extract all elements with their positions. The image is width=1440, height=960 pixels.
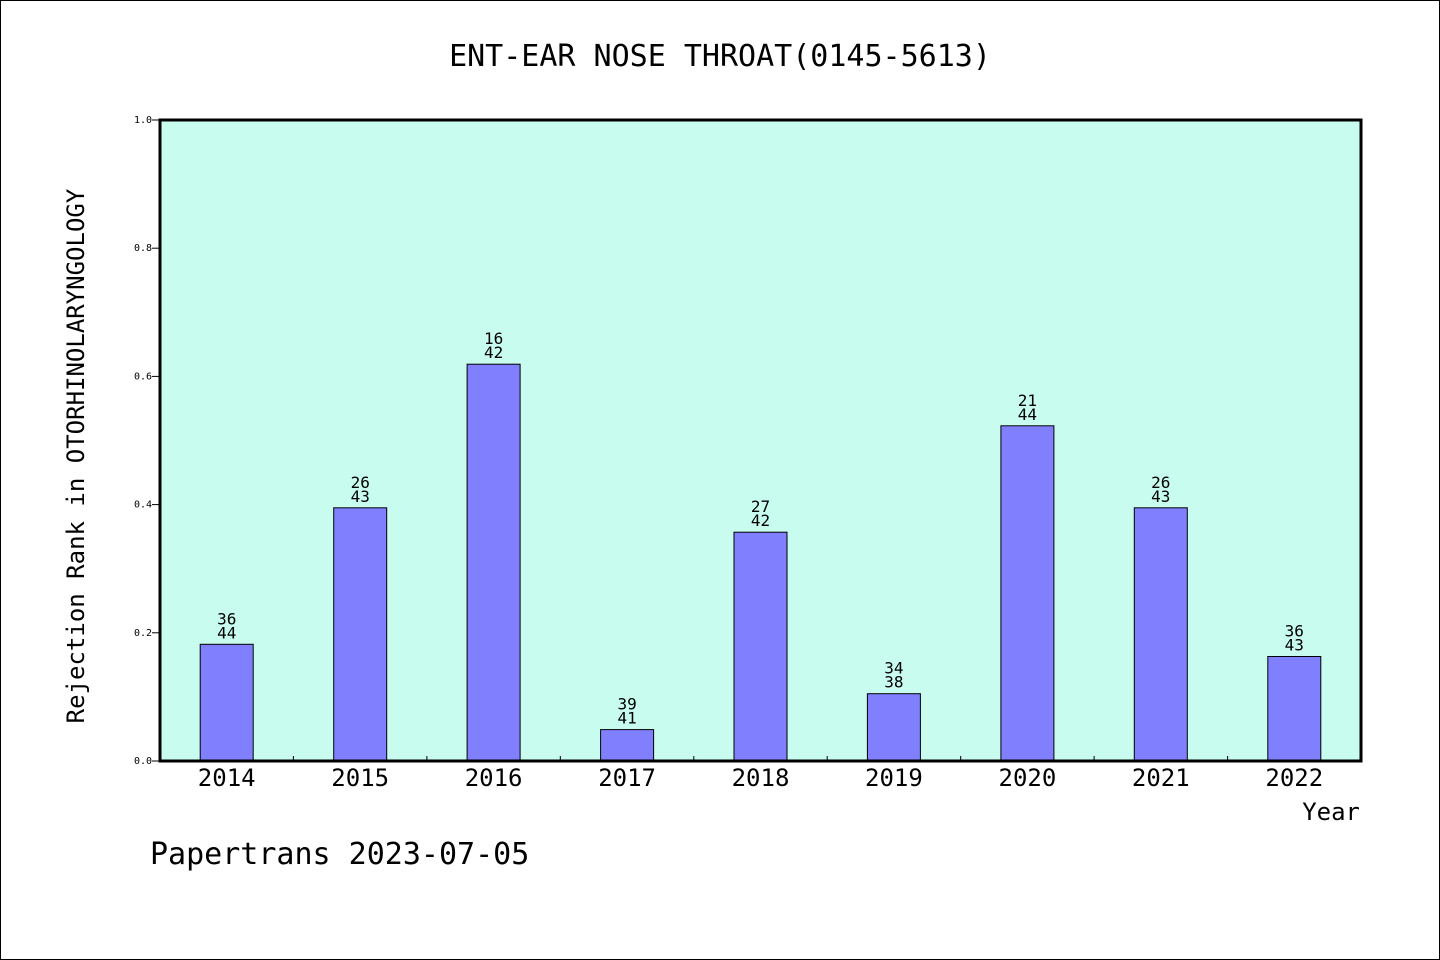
bar-rank-label-2022: 36 bbox=[1285, 622, 1304, 641]
x-axis-label: Year bbox=[1302, 798, 1360, 826]
y-axis-label: Rejection Rank in OTORHINOLARYNGOLOGY bbox=[62, 188, 90, 723]
x-tick-label-2015: 2015 bbox=[331, 764, 389, 792]
bar-rank-label-2020: 21 bbox=[1018, 391, 1037, 410]
bar-2021 bbox=[1133, 507, 1188, 762]
x-tick-label-2019: 2019 bbox=[865, 764, 923, 792]
chart-title: ENT-EAR NOSE THROAT(0145-5613) bbox=[449, 39, 991, 74]
y-tick-label: 0.4 bbox=[134, 500, 152, 511]
bar-2022 bbox=[1267, 656, 1322, 762]
bar-total-label-2017: 41 bbox=[617, 709, 636, 728]
bar-total-label-2016: 42 bbox=[484, 343, 503, 362]
bar-rank-label-2021: 26 bbox=[1151, 473, 1170, 492]
bar-2017 bbox=[600, 729, 655, 762]
bar-rank-label-2015: 26 bbox=[351, 473, 370, 492]
x-tick-label-2021: 2021 bbox=[1132, 764, 1190, 792]
y-tick-label: 0.6 bbox=[134, 371, 152, 382]
y-tick-label: 1.0 bbox=[134, 115, 152, 126]
x-tick-label-2017: 2017 bbox=[598, 764, 656, 792]
bars-group bbox=[199, 363, 1322, 762]
bar-rank-label-2014: 36 bbox=[217, 609, 236, 628]
bar-total-label-2021: 43 bbox=[1151, 487, 1170, 506]
plot-border bbox=[158, 118, 1363, 763]
bar-rank-label-2019: 34 bbox=[884, 659, 903, 678]
bar-2018 bbox=[733, 531, 788, 762]
x-tick-label-2016: 2016 bbox=[465, 764, 523, 792]
bar-total-label-2022: 43 bbox=[1285, 636, 1304, 655]
x-axis: 2014 2015 2016 2017 2018 2019 2020 2021 2022 bbox=[198, 756, 1323, 792]
x-tick-label-2014: 2014 bbox=[198, 764, 256, 792]
bar-2019 bbox=[866, 693, 921, 762]
bar-rank-label-2017: 39 bbox=[617, 695, 636, 714]
x-tick-label-2018: 2018 bbox=[732, 764, 790, 792]
bar-2016 bbox=[466, 363, 521, 762]
bar-total-label-2018: 42 bbox=[751, 511, 770, 530]
y-tick-label: 0.2 bbox=[134, 628, 152, 639]
bar-total-label-2014: 44 bbox=[217, 623, 236, 642]
bar-total-label-2015: 43 bbox=[351, 487, 370, 506]
bar-total-label-2019: 38 bbox=[884, 673, 903, 692]
x-tick-label-2020: 2020 bbox=[999, 764, 1057, 792]
bar-2014 bbox=[199, 643, 254, 762]
bar-2015 bbox=[333, 507, 388, 762]
bar-rank-label-2016: 16 bbox=[484, 329, 503, 348]
y-tick-label: 0.0 bbox=[134, 756, 152, 767]
x-tick-label-2022: 2022 bbox=[1265, 764, 1323, 792]
bar-total-label-2020: 44 bbox=[1018, 405, 1037, 424]
y-tick-label: 0.8 bbox=[134, 243, 152, 254]
bar-2020 bbox=[1000, 425, 1055, 762]
y-axis: 0.0 0.2 0.4 0.6 0.8 1.0 bbox=[134, 115, 160, 767]
bar-rank-label-2018: 27 bbox=[751, 497, 770, 516]
footer-text: Papertrans 2023-07-05 bbox=[150, 837, 529, 872]
